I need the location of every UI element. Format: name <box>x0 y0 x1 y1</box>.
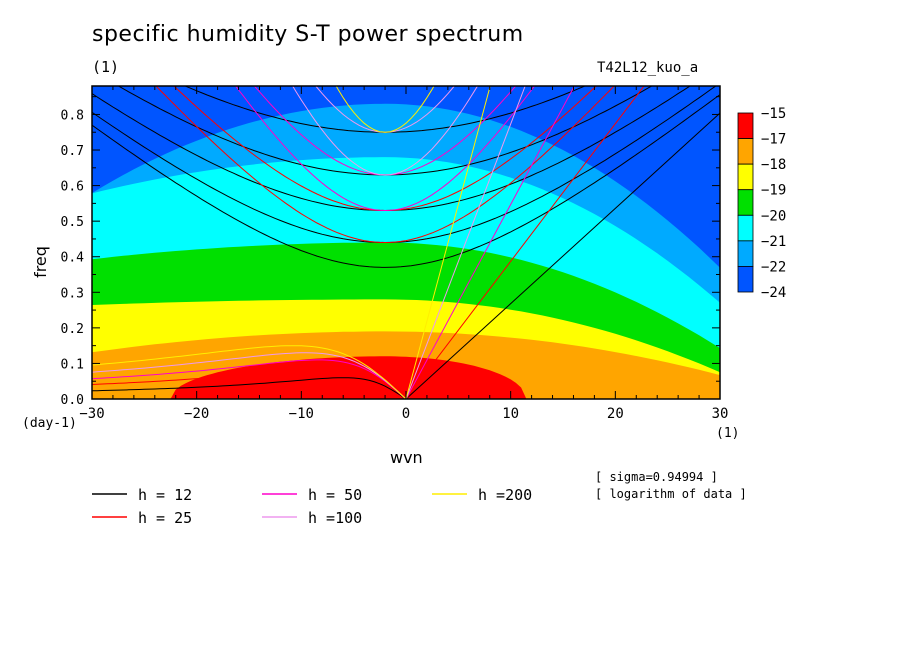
colorbar-label: −20 <box>761 208 786 224</box>
log-note: [ logarithm of data ] <box>595 487 747 501</box>
gravity-wave-3-1 <box>315 86 455 133</box>
y-tick-label: 0.1 <box>61 357 84 372</box>
gravity-wave-4-0 <box>335 86 435 133</box>
x-axis-unit: (1) <box>716 426 740 441</box>
legend-label: h = 50 <box>308 486 362 504</box>
gravity-wave-1-0 <box>155 86 615 244</box>
legend-label: h =200 <box>478 486 532 504</box>
x-tick-label: −10 <box>289 406 314 422</box>
y-tick-label: 0.7 <box>61 144 84 159</box>
legend-label: h = 25 <box>138 509 192 527</box>
colorbar-label: −24 <box>761 285 786 301</box>
colorbar-label: −15 <box>761 106 786 122</box>
gravity-wave-0-0 <box>92 94 720 268</box>
sigma-note: [ sigma=0.94994 ] <box>595 470 718 484</box>
y-tick-label: 0.6 <box>61 180 84 195</box>
x-tick-label: −20 <box>184 406 209 422</box>
kelvin-wave-2 <box>405 86 575 399</box>
y-tick-label: 0.3 <box>61 286 84 301</box>
axes: −30 −20 −10 0 10 20 30 0.0 0.1 0.2 0.3 0.4 0.5 0.6 0.7… <box>31 86 728 422</box>
gravity-wave-3-0 <box>292 86 479 176</box>
colorbar-label: −18 <box>761 157 786 173</box>
colorbar-swatch <box>737 138 754 165</box>
gravity-wave-0-1 <box>92 86 717 244</box>
legend-label: h = 12 <box>138 486 192 504</box>
y-axis-unit: (day-1) <box>22 416 77 431</box>
unit-label: (1) <box>92 58 120 76</box>
legend-label: h =100 <box>308 509 362 527</box>
colorbar-swatch <box>737 112 754 139</box>
legend: h = 12 h = 25 h = 50 h =100 h =200 <box>92 486 532 527</box>
colorbar-swatch <box>737 163 754 191</box>
contour-bands <box>92 86 720 399</box>
rossby-wave-1-0 <box>92 366 407 399</box>
x-tick-label: 30 <box>712 406 729 422</box>
kelvin-wave-1 <box>405 86 645 399</box>
gravity-wave-2-0 <box>235 86 536 212</box>
colorbar-label: −22 <box>761 259 786 275</box>
kelvin-wave-3 <box>405 86 526 399</box>
colorbar-swatch <box>737 189 754 216</box>
kelvin-wave-0 <box>405 112 720 399</box>
x-tick-label: 20 <box>607 406 624 422</box>
gravity-wave-0-2 <box>92 86 691 212</box>
gravity-wave-2-1 <box>253 86 517 176</box>
colorbar-swatch <box>737 240 754 267</box>
rossby-wave-0-0 <box>92 377 407 399</box>
x-tick-label: 10 <box>502 406 519 422</box>
dispersion-curves <box>92 86 720 399</box>
y-tick-label: 0.2 <box>61 322 84 337</box>
rossby-wave-4-0 <box>92 345 407 399</box>
colorbar-swatch <box>737 266 754 293</box>
y-tick-label: 0.8 <box>61 108 84 123</box>
y-tick-label: 0.5 <box>61 215 84 230</box>
y-axis-label: freq <box>31 246 50 278</box>
rossby-wave-3-0 <box>92 352 407 399</box>
x-tick-label: −30 <box>79 406 104 422</box>
colorbar-label: −17 <box>761 132 786 148</box>
colorbar-swatch <box>737 214 754 242</box>
x-axis-label: wvn <box>390 448 423 467</box>
colorbar-label: −19 <box>761 183 786 199</box>
chart-title: specific humidity S-T power spectrum <box>92 22 524 47</box>
gravity-wave-1-1 <box>173 86 597 212</box>
rossby-wave-2-0 <box>92 359 407 399</box>
y-tick-label: 0.0 <box>61 393 84 408</box>
x-tick-label: 0 <box>402 406 410 422</box>
colorbar: −15 −17 −18 −19 −20 −21 −22 −24 <box>737 106 786 301</box>
kelvin-wave-4 <box>405 86 491 399</box>
y-tick-label: 0.4 <box>61 251 85 266</box>
colorbar-label: −21 <box>761 234 786 250</box>
experiment-label: T42L12_kuo_a <box>597 60 699 76</box>
